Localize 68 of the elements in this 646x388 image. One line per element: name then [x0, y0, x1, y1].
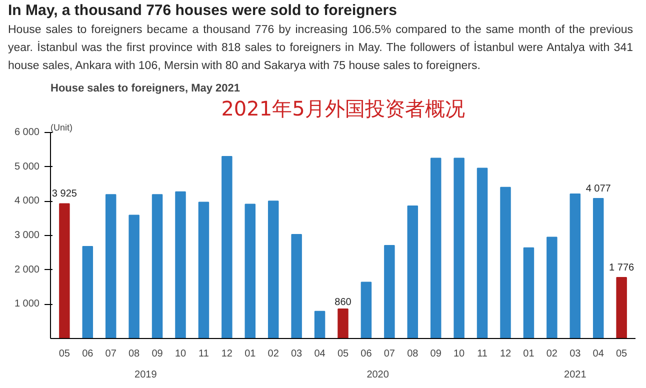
y-tick-label: 2 000 — [14, 264, 40, 276]
bar — [546, 236, 558, 338]
x-tick-label: 10 — [174, 348, 186, 360]
x-tick-label: 05 — [337, 348, 349, 360]
x-tick-label: 07 — [105, 348, 117, 360]
x-tick-label: 01 — [244, 348, 256, 360]
x-tick-label: 03 — [291, 348, 303, 360]
bar — [616, 277, 627, 338]
bar — [222, 156, 232, 338]
bar — [244, 204, 256, 338]
x-tick-label: 11 — [477, 348, 488, 360]
bar — [338, 308, 348, 338]
bar — [82, 246, 94, 338]
bar — [592, 198, 604, 338]
bar — [128, 214, 140, 338]
bar — [59, 203, 70, 338]
x-tick-label: 12 — [500, 348, 512, 360]
bar — [454, 158, 464, 338]
x-tick-label: 11 — [198, 348, 210, 360]
x-tick-label: 01 — [523, 348, 535, 360]
y-tick-label: 6 000 — [14, 127, 40, 138]
x-tick-label: 08 — [407, 348, 419, 360]
bar — [314, 310, 326, 338]
x-tick-label: 02 — [268, 348, 280, 360]
data-label: 1 776 — [609, 262, 635, 274]
text: 2021年5月外国投资者概况 — [221, 96, 465, 120]
x-tick-label: 07 — [384, 348, 396, 360]
x-tick-label: 02 — [546, 348, 558, 360]
data-label: 4 077 — [586, 184, 612, 195]
bar — [105, 194, 116, 338]
bar — [291, 234, 302, 338]
y-tick-label: 3 000 — [14, 230, 40, 241]
bar — [476, 168, 488, 338]
x-tick-label: 08 — [128, 348, 140, 360]
x-tick-label: 09 — [152, 348, 164, 360]
x-tick-label: 05 — [616, 348, 628, 360]
x-tick-label: 04 — [314, 348, 326, 360]
y-tick-label: 5 000 — [14, 161, 40, 172]
bar — [152, 194, 163, 338]
bar — [198, 202, 210, 338]
x-tick-label: 03 — [570, 348, 582, 360]
data-label: 860 — [334, 296, 352, 308]
text: 2019 — [134, 370, 158, 380]
x-tick-label: 09 — [430, 348, 442, 360]
bar — [384, 244, 395, 338]
y-axis-title: (Unit) — [50, 122, 72, 132]
x-tick-label: 06 — [82, 348, 94, 360]
bar — [175, 191, 186, 338]
chart-title: In May, a thousand 776 houses were sold to foreigners — [8, 2, 397, 19]
bar — [407, 205, 418, 338]
bar — [523, 247, 534, 338]
y-tick-label: 1 000 — [14, 298, 40, 310]
y-tick-label: 4 000 — [14, 196, 40, 207]
bar — [268, 200, 279, 338]
text: 2020 — [366, 370, 390, 380]
bar — [500, 186, 511, 338]
data-label: 3 925 — [52, 188, 78, 200]
text: House sales to foreigners, May 2021 — [50, 82, 240, 94]
bar — [570, 193, 581, 338]
bar — [360, 282, 372, 338]
x-tick-label: 04 — [592, 348, 604, 360]
x-tick-label: 05 — [58, 348, 70, 360]
x-tick-label: 10 — [454, 348, 466, 360]
x-tick-label: 12 — [221, 348, 233, 360]
text: 2021 — [564, 370, 587, 380]
chart-subtitle: House sales to foreigners became a thousand 776 by increasing 106.5% compared to the same month of the previous year. İstanbul was the first province with 818 sales to foreigners in May. The followers of İstanbul were Antalya with 341 house sales, Ankara with 106, Mersin with 80 and Sakarya with 75 house sales to foreigners. — [8, 23, 633, 74]
x-tick-label: 06 — [360, 348, 372, 360]
bar — [430, 158, 442, 338]
